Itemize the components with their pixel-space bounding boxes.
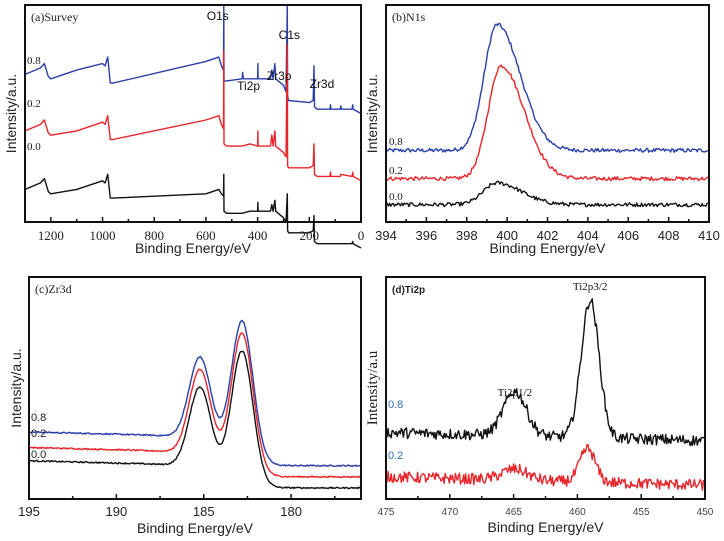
panel-d-x-axis-label: Binding Energy/eV — [488, 519, 605, 535]
panel-a-y-axis-label: Intensity/a.u. — [3, 74, 19, 153]
panel-c-x-axis-label: Binding Energy/eV — [137, 520, 254, 536]
panel-a-title: (a)Survey — [31, 10, 78, 24]
panel-c-series — [28, 319, 361, 490]
panel-a-frame — [24, 4, 362, 223]
panel-d-ti2p: 475 470 465 460 455 450 (d)Ti2p Binding Energ… — [365, 276, 714, 535]
x-tick-label: 406 — [617, 228, 639, 243]
panel-d-series-label-0.2: 0.2 — [388, 450, 403, 462]
x-tick-label: 450 — [697, 507, 714, 518]
panel-d-frame — [385, 276, 706, 500]
x-tick-label: 410 — [698, 228, 720, 243]
annotation-o1s: O1s — [207, 9, 229, 23]
panel-b-series-labels: 0.8 0.2 0.0 — [389, 136, 403, 203]
panel-d-x-ticks: 475 470 465 460 455 450 — [378, 494, 714, 518]
panel-d-title: (d)Ti2p — [392, 285, 425, 296]
panel-d-series-label-0.8: 0.8 — [388, 399, 403, 411]
panel-c-series-label-0.2: 0.2 — [31, 428, 46, 440]
panel-c-x-ticks: 195 190 185 180 — [18, 494, 336, 519]
panel-a-survey: 1200 1000 800 600 400 200 0 (a)Survey Binding … — [3, 4, 365, 256]
annotation-zr3p: Zr3p — [267, 69, 292, 83]
x-tick-label: 1200 — [38, 228, 64, 243]
x-tick-label: 190 — [106, 504, 128, 519]
series-line-0.0 — [28, 350, 361, 490]
x-tick-label: 394 — [375, 228, 397, 243]
series-line-0.8 — [28, 319, 361, 468]
x-tick-label: 600 — [196, 228, 216, 243]
panel-b-y-axis-label: Intensity/a.u. — [364, 74, 380, 153]
x-tick-label: 0 — [358, 228, 365, 243]
panel-a-series-label-0.2: 0.2 — [27, 98, 41, 110]
panel-c-series-label-0.0: 0.0 — [31, 449, 46, 461]
x-tick-label: 1000 — [90, 228, 116, 243]
series-line-0.8 — [385, 298, 705, 447]
series-line-0.2 — [385, 64, 709, 182]
panel-a-annotations: O1s Ti2p Zr3p C1s Zr3d — [207, 9, 335, 93]
panel-a-series-labels: 0.8 0.2 0.0 — [27, 55, 41, 153]
x-tick-label: 470 — [441, 507, 458, 518]
x-tick-label: 800 — [144, 228, 164, 243]
x-tick-label: 404 — [577, 228, 599, 243]
series-line-0.8 — [24, 5, 362, 115]
panel-b-series — [385, 22, 709, 208]
x-tick-label: 465 — [505, 507, 522, 518]
panel-a-x-ticks: 1200 1000 800 600 400 200 0 — [24, 217, 365, 243]
panel-a-series-label-0.8: 0.8 — [27, 55, 41, 67]
x-tick-label: 200 — [300, 228, 320, 243]
series-line-0.2 — [385, 443, 705, 491]
x-tick-label: 180 — [280, 504, 302, 519]
panel-a-series — [24, 5, 362, 249]
series-line-0.8 — [385, 22, 709, 153]
series-line-0.2 — [24, 43, 362, 182]
x-tick-label: 408 — [658, 228, 680, 243]
panel-b-x-ticks: 394 396 398 400 402 404 406 408 410 — [375, 217, 720, 243]
x-tick-label: 398 — [456, 228, 478, 243]
annotation-ti2p3-2: Ti2p3/2 — [573, 281, 607, 293]
x-tick-label: 402 — [537, 228, 559, 243]
panel-d-series — [385, 298, 705, 491]
annotation-c1s: C1s — [279, 28, 300, 42]
panel-b-title: (b)N1s — [392, 10, 426, 24]
panel-c-series-label-0.8: 0.8 — [31, 412, 46, 424]
x-tick-label: 400 — [248, 228, 268, 243]
x-tick-label: 195 — [18, 504, 40, 519]
series-line-0.0 — [24, 173, 362, 249]
x-tick-label: 396 — [416, 228, 438, 243]
panel-c-zr3d: 195 190 185 180 (c)Zr3d Binding Energy/eV I… — [8, 276, 362, 536]
panel-c-title: (c)Zr3d — [35, 282, 72, 296]
panel-d-annotations: Ti2p1/2 Ti2p3/2 — [498, 281, 608, 399]
x-tick-label: 460 — [569, 507, 586, 518]
panel-a-x-axis-label: Binding Energy/eV — [135, 240, 252, 256]
annotation-ti2p1-2: Ti2p1/2 — [498, 387, 532, 399]
panel-b-series-label-0.0: 0.0 — [389, 191, 403, 203]
x-tick-label: 185 — [193, 504, 215, 519]
panel-d-y-axis-label: Intensity/a.u — [365, 350, 381, 425]
panel-c-y-axis-label: Intensity/a.u. — [8, 348, 24, 427]
annotation-zr3d: Zr3d — [310, 77, 335, 91]
panel-d-series-labels: 0.8 0.2 — [388, 399, 403, 462]
annotation-ti2p: Ti2p — [237, 79, 260, 93]
panel-b-series-label-0.8: 0.8 — [389, 136, 403, 148]
panel-c-series-labels: 0.8 0.2 0.0 — [31, 412, 46, 461]
panel-b-x-axis-label: Binding Energy/eV — [490, 240, 607, 256]
x-tick-label: 475 — [378, 507, 395, 518]
panel-b-frame — [385, 4, 710, 223]
series-line-0.0 — [385, 180, 709, 208]
x-tick-label: 455 — [633, 507, 650, 518]
panel-c-frame — [28, 276, 362, 500]
panel-a-series-label-0.0: 0.0 — [27, 141, 41, 153]
panel-b-series-label-0.2: 0.2 — [389, 165, 403, 177]
panel-b-n1s: 394 396 398 400 402 404 406 408 410 (b)N1s Bindi… — [364, 4, 720, 256]
series-line-0.2 — [29, 332, 361, 479]
x-tick-label: 400 — [496, 228, 518, 243]
